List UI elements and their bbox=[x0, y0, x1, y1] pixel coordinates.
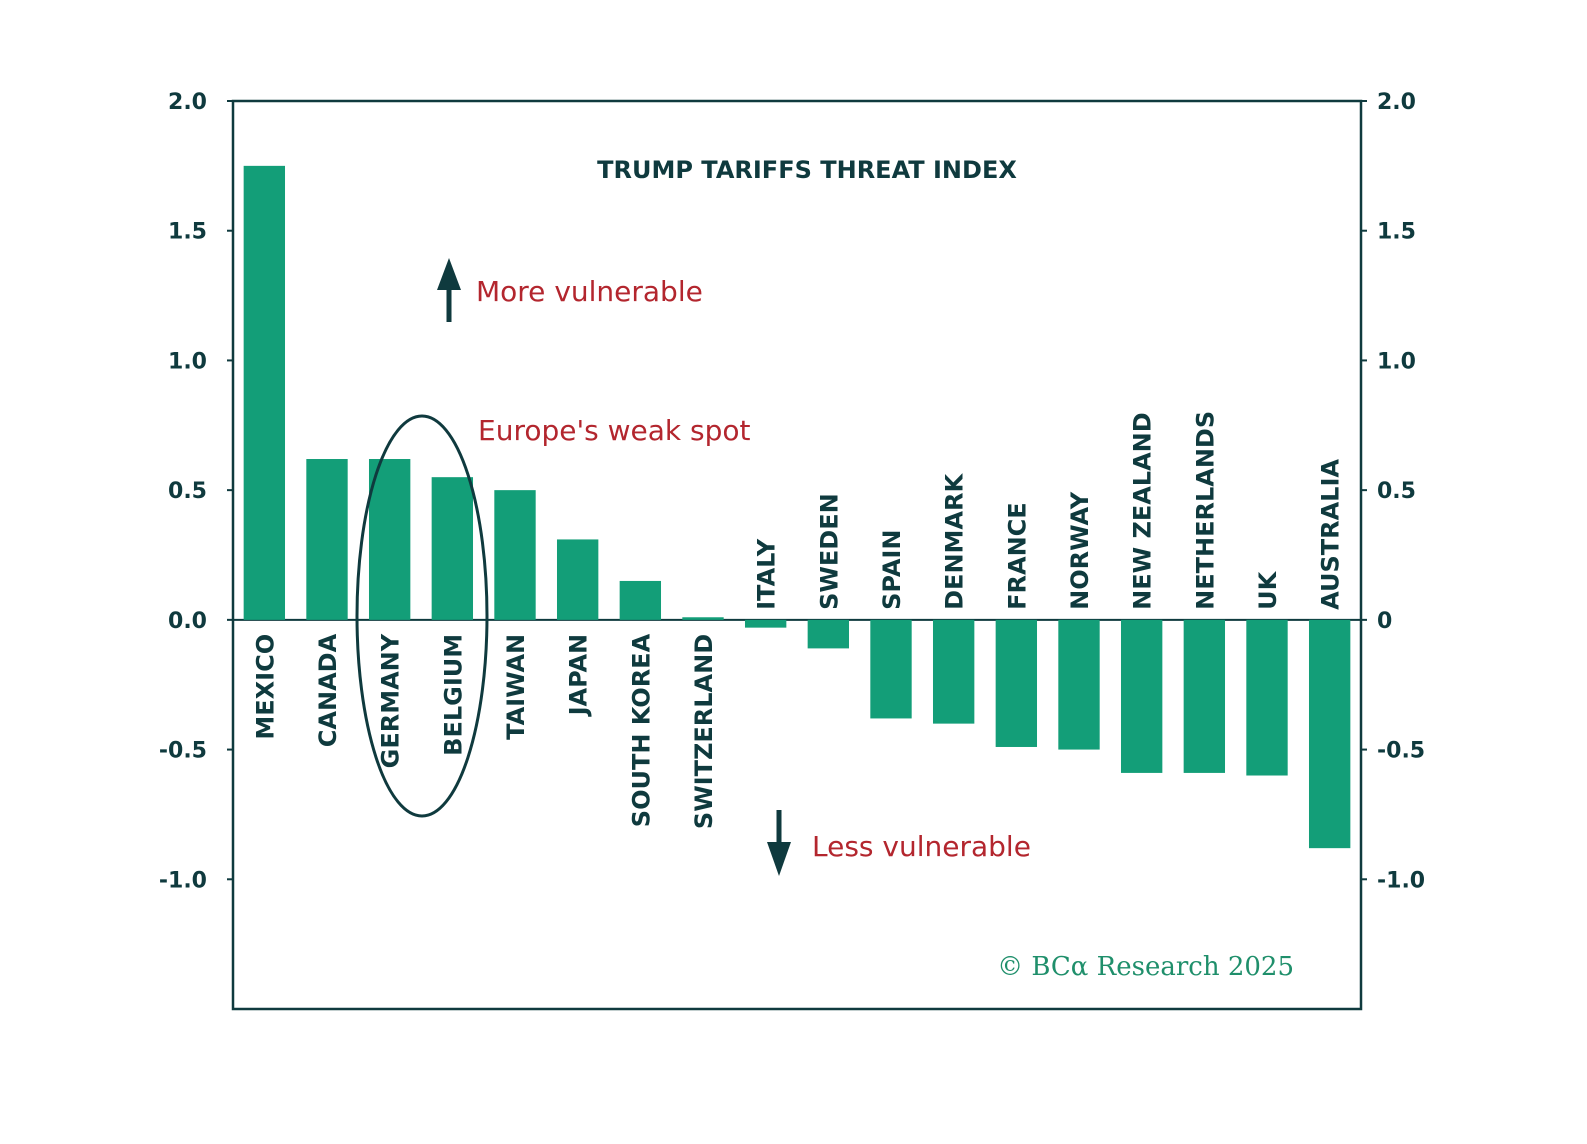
bars bbox=[243, 165, 1351, 849]
bar-netherlands bbox=[1183, 619, 1226, 773]
bar-belgium bbox=[431, 477, 474, 620]
category-label-new-zealand: NEW ZEALAND bbox=[1129, 412, 1157, 610]
annotation-less-vulnerable: Less vulnerable bbox=[812, 830, 1031, 863]
bar-denmark bbox=[932, 619, 975, 724]
bar-sweden bbox=[807, 619, 850, 649]
left-tick-label: 0.5 bbox=[168, 479, 207, 504]
left-tick-label: -0.5 bbox=[159, 739, 207, 764]
bar-japan bbox=[556, 539, 599, 620]
bar-canada bbox=[306, 459, 348, 620]
category-label-uk: UK bbox=[1254, 570, 1282, 609]
right-tick-label: 1.5 bbox=[1377, 220, 1416, 245]
bar-spain bbox=[870, 619, 912, 719]
annotation-weak-spot: Europe's weak spot bbox=[478, 414, 751, 447]
right-tick-label: -1.0 bbox=[1377, 868, 1425, 893]
left-tick-label: 2.0 bbox=[168, 90, 207, 115]
left-tick-label: -1.0 bbox=[159, 868, 207, 893]
category-label-france: FRANCE bbox=[1003, 502, 1031, 610]
category-labels: MEXICO CANADA GERMANY BELGIUM TAIWAN JAPAN SOU… bbox=[251, 411, 1344, 829]
category-label-sweden: SWEDEN bbox=[815, 493, 843, 610]
bar-norway bbox=[1058, 619, 1100, 750]
right-axis: 2.0 1.5 1.0 0.5 0 -0.5 -1.0 bbox=[1361, 90, 1425, 893]
category-label-netherlands: NETHERLANDS bbox=[1191, 411, 1219, 610]
category-label-canada: CANADA bbox=[314, 633, 342, 747]
category-label-taiwan: TAIWAN bbox=[502, 634, 530, 740]
category-label-denmark: DENMARK bbox=[941, 473, 969, 610]
left-tick-label: 1.0 bbox=[168, 349, 207, 374]
copyright: © BCα Research 2025 bbox=[997, 952, 1294, 982]
left-axis: 2.0 1.5 1.0 0.5 0.0 -0.5 -1.0 bbox=[159, 90, 233, 893]
bar-taiwan bbox=[494, 490, 536, 620]
category-label-spain: SPAIN bbox=[878, 530, 906, 610]
bar-mexico bbox=[243, 165, 286, 620]
annotation-more-vulnerable: More vulnerable bbox=[476, 275, 703, 308]
right-tick-label: 2.0 bbox=[1377, 90, 1416, 115]
category-label-norway: NORWAY bbox=[1066, 491, 1094, 610]
arrow-up-icon bbox=[437, 258, 461, 322]
category-label-australia: AUSTRALIA bbox=[1317, 459, 1345, 610]
category-label-mexico: MEXICO bbox=[251, 634, 279, 740]
bar-south-korea bbox=[619, 580, 662, 620]
arrow-down-icon bbox=[767, 810, 791, 876]
bar-uk bbox=[1246, 619, 1288, 776]
category-label-italy: ITALY bbox=[753, 538, 781, 610]
chart-title: TRUMP TARIFFS THREAT INDEX bbox=[597, 156, 1017, 184]
category-label-germany: GERMANY bbox=[377, 633, 405, 768]
category-label-japan: JAPAN bbox=[565, 634, 593, 718]
right-tick-label: -0.5 bbox=[1377, 739, 1425, 764]
bar-germany bbox=[368, 459, 411, 620]
category-label-switzerland: SWITZERLAND bbox=[690, 634, 718, 829]
bar-new-zealand bbox=[1120, 619, 1163, 773]
left-tick-label: 0.0 bbox=[168, 609, 207, 634]
plot-frame bbox=[231, 99, 1363, 1011]
highlight-ellipse bbox=[355, 414, 489, 818]
bar-switzerland bbox=[682, 617, 724, 620]
right-tick-label: 0.5 bbox=[1377, 479, 1416, 504]
bar-australia bbox=[1308, 619, 1351, 849]
left-tick-label: 1.5 bbox=[168, 220, 207, 245]
bar-italy bbox=[744, 619, 787, 628]
right-tick-label: 0 bbox=[1377, 609, 1392, 634]
right-tick-label: 1.0 bbox=[1377, 349, 1416, 374]
bar-france bbox=[995, 619, 1038, 747]
category-label-belgium: BELGIUM bbox=[439, 634, 467, 756]
category-label-south-korea: SOUTH KOREA bbox=[627, 633, 655, 827]
